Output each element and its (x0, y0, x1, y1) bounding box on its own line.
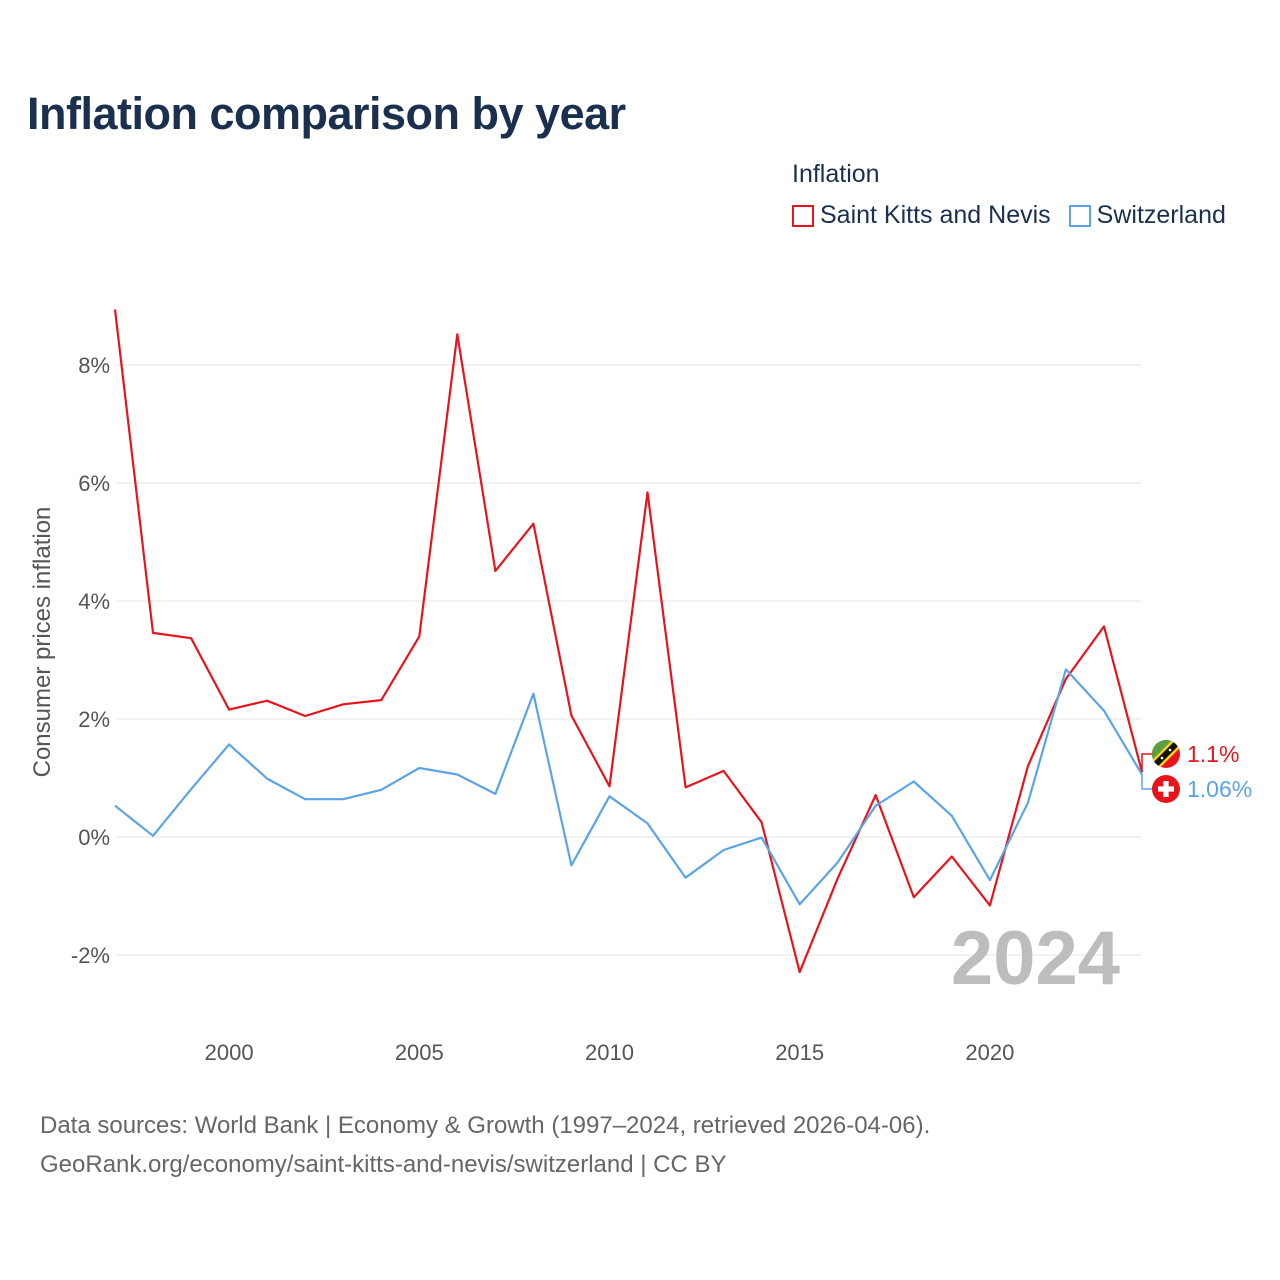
footer-sources: Data sources: World Bank | Economy & Gro… (40, 1112, 931, 1139)
x-tick-label: 2020 (965, 1040, 1014, 1065)
y-tick-label: 2% (78, 707, 110, 732)
x-tick-label: 2015 (775, 1040, 824, 1065)
y-axis-ticks: -2% 0% 2% 4% 6% 8% (71, 353, 110, 968)
end-label-connector (1141, 774, 1152, 790)
x-tick-label: 2000 (205, 1040, 254, 1065)
y-tick-label: 8% (78, 353, 110, 378)
legend-item-switzerland[interactable]: Switzerland (1068, 201, 1226, 230)
series-lines (113, 309, 1144, 974)
end-value-label: 1.06% (1187, 776, 1252, 802)
saint-kitts-and-nevis-flag-icon (1152, 740, 1180, 768)
y-tick-label: 6% (78, 471, 110, 496)
legend-swatch-switzerland (1068, 204, 1091, 227)
gridlines (115, 364, 1142, 956)
legend: Inflation Saint Kitts and Nevis Switzerl… (792, 160, 1244, 230)
legend-swatch-saint-kitts-and-nevis (792, 204, 814, 227)
chart-title: Inflation comparison by year (27, 88, 626, 139)
y-tick-label: 0% (78, 825, 110, 850)
series-line-switzerland (114, 668, 1143, 906)
x-tick-label: 2010 (585, 1040, 634, 1065)
legend-title: Inflation (792, 160, 880, 188)
end-labels: 1.1% 1.06% (1141, 740, 1252, 803)
legend-label-switzerland: Switzerland (1096, 201, 1226, 229)
series-line-saint-kitts-and-nevis (113, 309, 1144, 974)
x-axis-ticks: 2000 2005 2010 2015 2020 (205, 1040, 1015, 1065)
y-tick-label: -2% (71, 943, 110, 968)
footer-attribution[interactable]: GeoRank.org/economy/saint-kitts-and-nevi… (40, 1151, 727, 1178)
legend-label-saint-kitts-and-nevis: Saint Kitts and Nevis (820, 201, 1051, 229)
end-value-label: 1.1% (1187, 741, 1239, 767)
year-watermark: 2024 (951, 916, 1120, 1001)
footer: Data sources: World Bank | Economy & Gro… (40, 1106, 930, 1184)
x-tick-label: 2005 (395, 1040, 444, 1065)
y-axis-label: Consumer prices inflation (29, 507, 56, 778)
legend-item-saint-kitts-and-nevis[interactable]: Saint Kitts and Nevis (792, 201, 1051, 230)
y-tick-label: 4% (78, 589, 110, 614)
end-label-connector (1141, 753, 1152, 773)
switzerland-flag-icon (1152, 775, 1180, 803)
